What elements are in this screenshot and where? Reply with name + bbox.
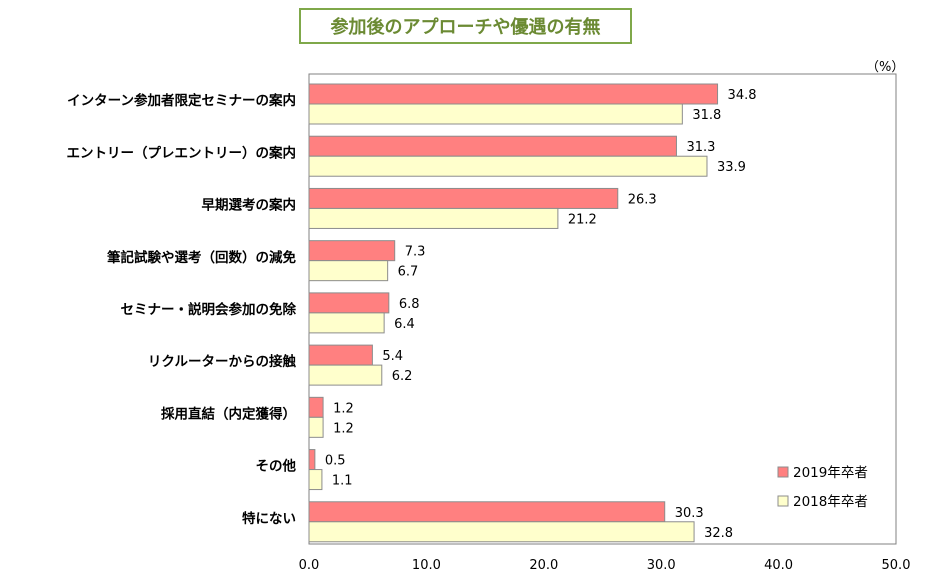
data-label: 6.4 — [394, 317, 415, 332]
chart-title: 参加後のアプローチや優遇の有無 — [299, 8, 632, 44]
category-label: インターン参加者限定セミナーの案内 — [67, 92, 296, 109]
data-label: 6.8 — [399, 297, 420, 312]
data-label: 6.7 — [398, 265, 419, 280]
category-label: その他 — [256, 458, 297, 475]
data-label: 26.3 — [628, 192, 657, 207]
bar-2018 — [308, 312, 385, 334]
bar-2018 — [308, 260, 389, 282]
data-label: 5.4 — [382, 349, 403, 364]
bar-2019 — [308, 83, 719, 105]
data-label: 0.5 — [325, 454, 346, 469]
data-label: 32.8 — [704, 526, 733, 541]
bar-2018 — [308, 103, 683, 125]
category-label: 早期選考の案内 — [202, 197, 297, 214]
bar-2018 — [308, 416, 324, 438]
x-tick-label: 0.0 — [299, 558, 320, 573]
unit-label: （%） — [866, 60, 905, 75]
data-label: 1.2 — [333, 401, 354, 416]
category-label: セミナー・説明会参加の免除 — [121, 301, 297, 318]
data-label: 34.8 — [728, 88, 757, 103]
x-tick-label: 30.0 — [647, 558, 676, 573]
category-label: リクルーターからの接触 — [148, 353, 297, 370]
data-label: 7.3 — [405, 245, 426, 260]
bar-2018 — [308, 364, 383, 386]
data-label: 31.8 — [692, 108, 721, 123]
bar-2019 — [308, 449, 316, 471]
bar-2019 — [308, 396, 324, 418]
data-label: 1.1 — [332, 474, 353, 489]
data-label: 21.2 — [568, 212, 597, 227]
data-label: 33.9 — [717, 160, 746, 175]
bar-2019 — [308, 240, 396, 262]
bar-2019 — [308, 501, 666, 523]
x-tick-label: 50.0 — [882, 558, 911, 573]
legend-swatch-2018 — [777, 495, 789, 507]
legend-label: 2019年卒者 — [793, 465, 868, 481]
bar-2018 — [308, 155, 708, 177]
legend-label: 2018年卒者 — [793, 494, 868, 510]
data-label: 31.3 — [686, 140, 715, 155]
bar-2018 — [308, 207, 559, 229]
legend-swatch-2019 — [777, 466, 789, 478]
data-label: 30.3 — [675, 506, 704, 521]
category-label: 採用直結（内定獲得） — [161, 405, 296, 422]
x-tick-label: 10.0 — [412, 558, 441, 573]
bar-2018 — [308, 469, 323, 491]
data-label: 6.2 — [392, 369, 413, 384]
bar-2019 — [308, 292, 390, 314]
category-label: 特にない — [242, 510, 296, 527]
bar-2019 — [308, 187, 619, 209]
x-tick-label: 20.0 — [529, 558, 558, 573]
bar-2019 — [308, 135, 677, 157]
category-label: エントリー（プレエントリー）の案内 — [67, 144, 297, 161]
category-label: 筆記試験や選考（回数）の減免 — [107, 249, 296, 266]
bar-2018 — [308, 521, 695, 543]
x-tick-label: 40.0 — [764, 558, 793, 573]
data-label: 1.2 — [333, 421, 354, 436]
bar-2019 — [308, 344, 373, 366]
